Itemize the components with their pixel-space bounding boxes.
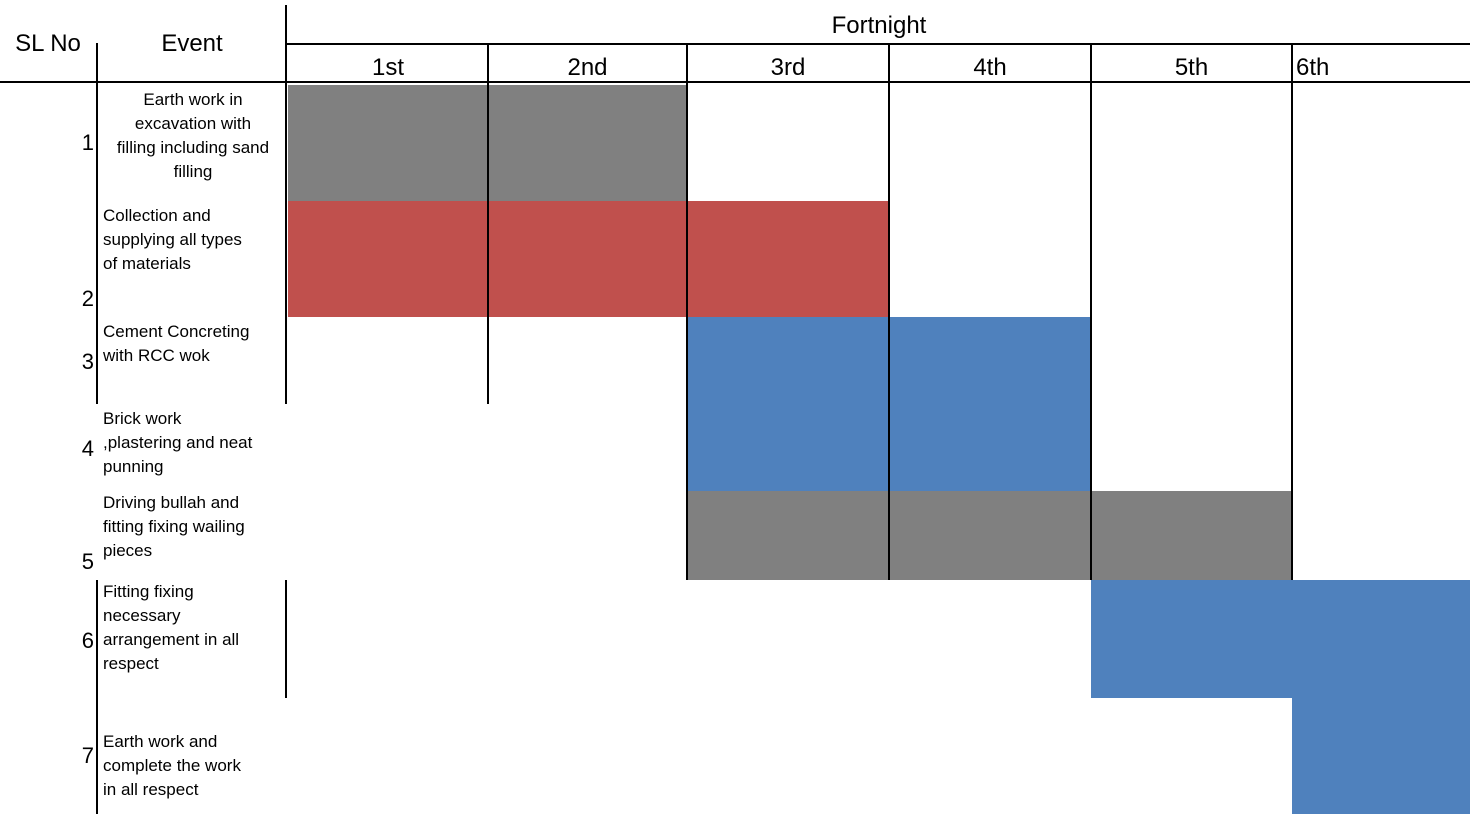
event-line: filling including sand xyxy=(116,138,270,157)
event-line: Cement Concreting xyxy=(103,322,250,341)
event-line: respect xyxy=(103,654,159,673)
sl-event-divider-header xyxy=(96,43,98,81)
header-bottom-line-right xyxy=(286,81,1470,83)
event-line: filling xyxy=(173,162,213,181)
event-line: fitting fixing wailing xyxy=(103,517,245,536)
event-label-5: Driving bullah and fitting fixing wailing… xyxy=(103,491,283,563)
event-line: excavation with xyxy=(134,114,252,133)
event-line: Brick work xyxy=(103,409,182,428)
event-label-3: Cement Concreting with RCC wok xyxy=(103,320,283,368)
sl-no-1: 1 xyxy=(81,130,94,155)
sl-no-header: SL No xyxy=(15,30,81,57)
fortnight-underline xyxy=(286,43,1470,45)
event-line: in all respect xyxy=(103,780,199,799)
col-divider-3 xyxy=(888,43,890,580)
event-line: with RCC wok xyxy=(103,346,210,365)
col-divider-2 xyxy=(686,43,688,580)
event-line: necessary xyxy=(103,606,181,625)
period-label-6: 6th xyxy=(1296,54,1330,81)
period-label-1: 1st xyxy=(371,54,404,81)
sl-event-divider-bottom xyxy=(96,580,98,814)
task-bar-5 xyxy=(687,491,1292,580)
period-label-2: 2nd xyxy=(567,54,608,81)
event-label-2: Collection and supplying all types of mate… xyxy=(103,204,283,276)
task-bar-6 xyxy=(1091,580,1470,698)
event-col-right-top xyxy=(285,43,287,404)
event-col-right-bottom xyxy=(285,580,287,698)
sl-no-5: 5 xyxy=(81,549,94,574)
col-divider-5 xyxy=(1291,43,1293,580)
event-line: of materials xyxy=(103,254,191,273)
sl-no-6: 6 xyxy=(81,628,94,653)
period-label-3: 3rd xyxy=(770,54,806,81)
event-header: Event xyxy=(161,30,223,57)
event-line: arrangement in all xyxy=(103,630,240,649)
col-divider-1 xyxy=(487,43,489,404)
sl-event-divider-top xyxy=(96,83,98,404)
event-line: Earth work and xyxy=(103,732,218,751)
event-line: Fitting fixing xyxy=(103,582,194,601)
header-bottom-line-left xyxy=(0,81,286,83)
fortnight-header: Fortnight xyxy=(831,12,927,39)
event-label-1: Earth work in excavation with filling incl… xyxy=(100,88,286,184)
event-label-6: Fitting fixing necessary arrangement in al… xyxy=(103,580,283,676)
event-line: Collection and xyxy=(103,206,211,225)
event-label-7: Earth work and complete the work in all re… xyxy=(103,730,283,802)
task-bar-7 xyxy=(1292,698,1470,814)
event-line: Earth work in xyxy=(143,90,243,109)
period-label-4: 4th xyxy=(973,54,1007,81)
sl-no-4: 4 xyxy=(81,436,94,461)
col-divider-4 xyxy=(1090,43,1092,580)
event-line: punning xyxy=(103,457,164,476)
event-label-4: Brick work ,plastering and neat punning xyxy=(103,407,283,479)
event-line: complete the work xyxy=(103,756,241,775)
sl-no-2: 2 xyxy=(81,286,94,311)
event-line: pieces xyxy=(103,541,153,560)
sl-no-7: 7 xyxy=(81,743,94,768)
task-bar-2 xyxy=(288,201,889,317)
period-label-5: 5th xyxy=(1174,54,1209,81)
event-line: ,plastering and neat xyxy=(103,433,253,452)
event-line: Driving bullah and xyxy=(103,493,240,512)
sl-no-3: 3 xyxy=(81,349,94,374)
event-line: supplying all types xyxy=(103,230,242,249)
